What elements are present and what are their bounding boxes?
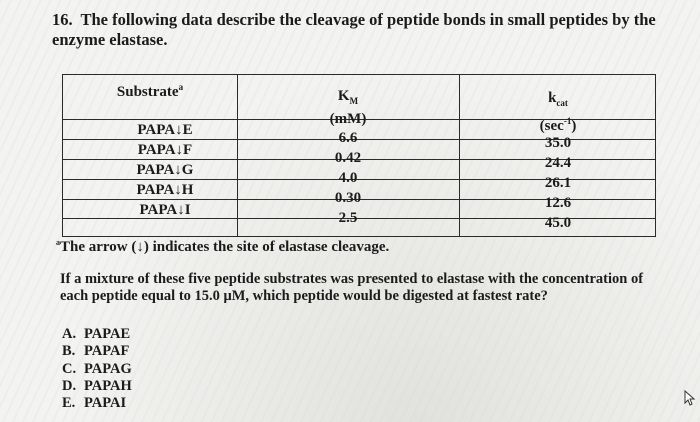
- kcat-cell: 24.4: [544, 155, 572, 171]
- kcat-cell: 12.6: [544, 195, 572, 211]
- cursor-icon: [684, 390, 696, 406]
- question-heading: 16. The following data describe the clea…: [52, 10, 672, 50]
- km-cell: 2.5: [338, 210, 358, 226]
- kcat-column: 35.0 24.4 26.1 12.6 45.0: [459, 133, 657, 233]
- table-divider: [63, 199, 655, 200]
- km-header: KM (mM): [329, 88, 367, 127]
- km-cell: 6.6: [338, 130, 358, 146]
- table-divider: [63, 119, 655, 120]
- table-divider: [63, 218, 655, 219]
- option-b[interactable]: B. PAPAF: [62, 343, 130, 360]
- substrate-cell: PAPA↓G: [136, 162, 194, 178]
- km-cell: 0.30: [334, 190, 362, 206]
- substrate-cell: PAPA↓E: [137, 122, 193, 138]
- table-divider: [63, 159, 655, 160]
- question-prompt: If a mixture of these five peptide subst…: [60, 271, 644, 304]
- kcat-header: kcat (sec-1): [539, 90, 577, 134]
- question-number: 16.: [52, 10, 73, 29]
- option-d[interactable]: D. PAPAH: [62, 377, 132, 394]
- substrate-column: PAPA↓E PAPA↓F PAPA↓G PAPA↓H PAPA↓I: [63, 120, 237, 220]
- option-e[interactable]: E. PAPAI: [62, 395, 127, 412]
- kcat-cell: 26.1: [544, 175, 572, 191]
- kcat-cell: 45.0: [544, 215, 572, 231]
- substrate-cell: PAPA↓F: [137, 142, 193, 158]
- answer-options: A. PAPAE B. PAPAF C. PAPAG D. PAPAH E. PAPAI: [62, 326, 132, 412]
- question-title: The following data describe the cleavage…: [52, 10, 656, 49]
- km-column: 6.6 0.42 4.0 0.30 2.5: [237, 128, 459, 228]
- table-footnote: aThe arrow (↓) indicates the site of ela…: [56, 238, 390, 255]
- km-cell: 4.0: [338, 170, 358, 186]
- substrate-header: Substratea: [116, 82, 184, 100]
- kinetics-table: Substratea KM (mM) kcat (sec-1) PAPA↓E P…: [62, 74, 656, 237]
- option-a[interactable]: A. PAPAE: [62, 326, 131, 342]
- table-divider: [459, 75, 460, 236]
- table-divider: [237, 75, 238, 236]
- table-divider: [63, 139, 655, 140]
- option-c[interactable]: C. PAPAG: [62, 360, 132, 377]
- table-divider: [63, 179, 655, 180]
- kcat-cell: 35.0: [544, 135, 572, 151]
- substrate-cell: PAPA↓I: [139, 202, 191, 218]
- substrate-cell: PAPA↓H: [136, 182, 194, 198]
- km-cell: 0.42: [334, 150, 362, 166]
